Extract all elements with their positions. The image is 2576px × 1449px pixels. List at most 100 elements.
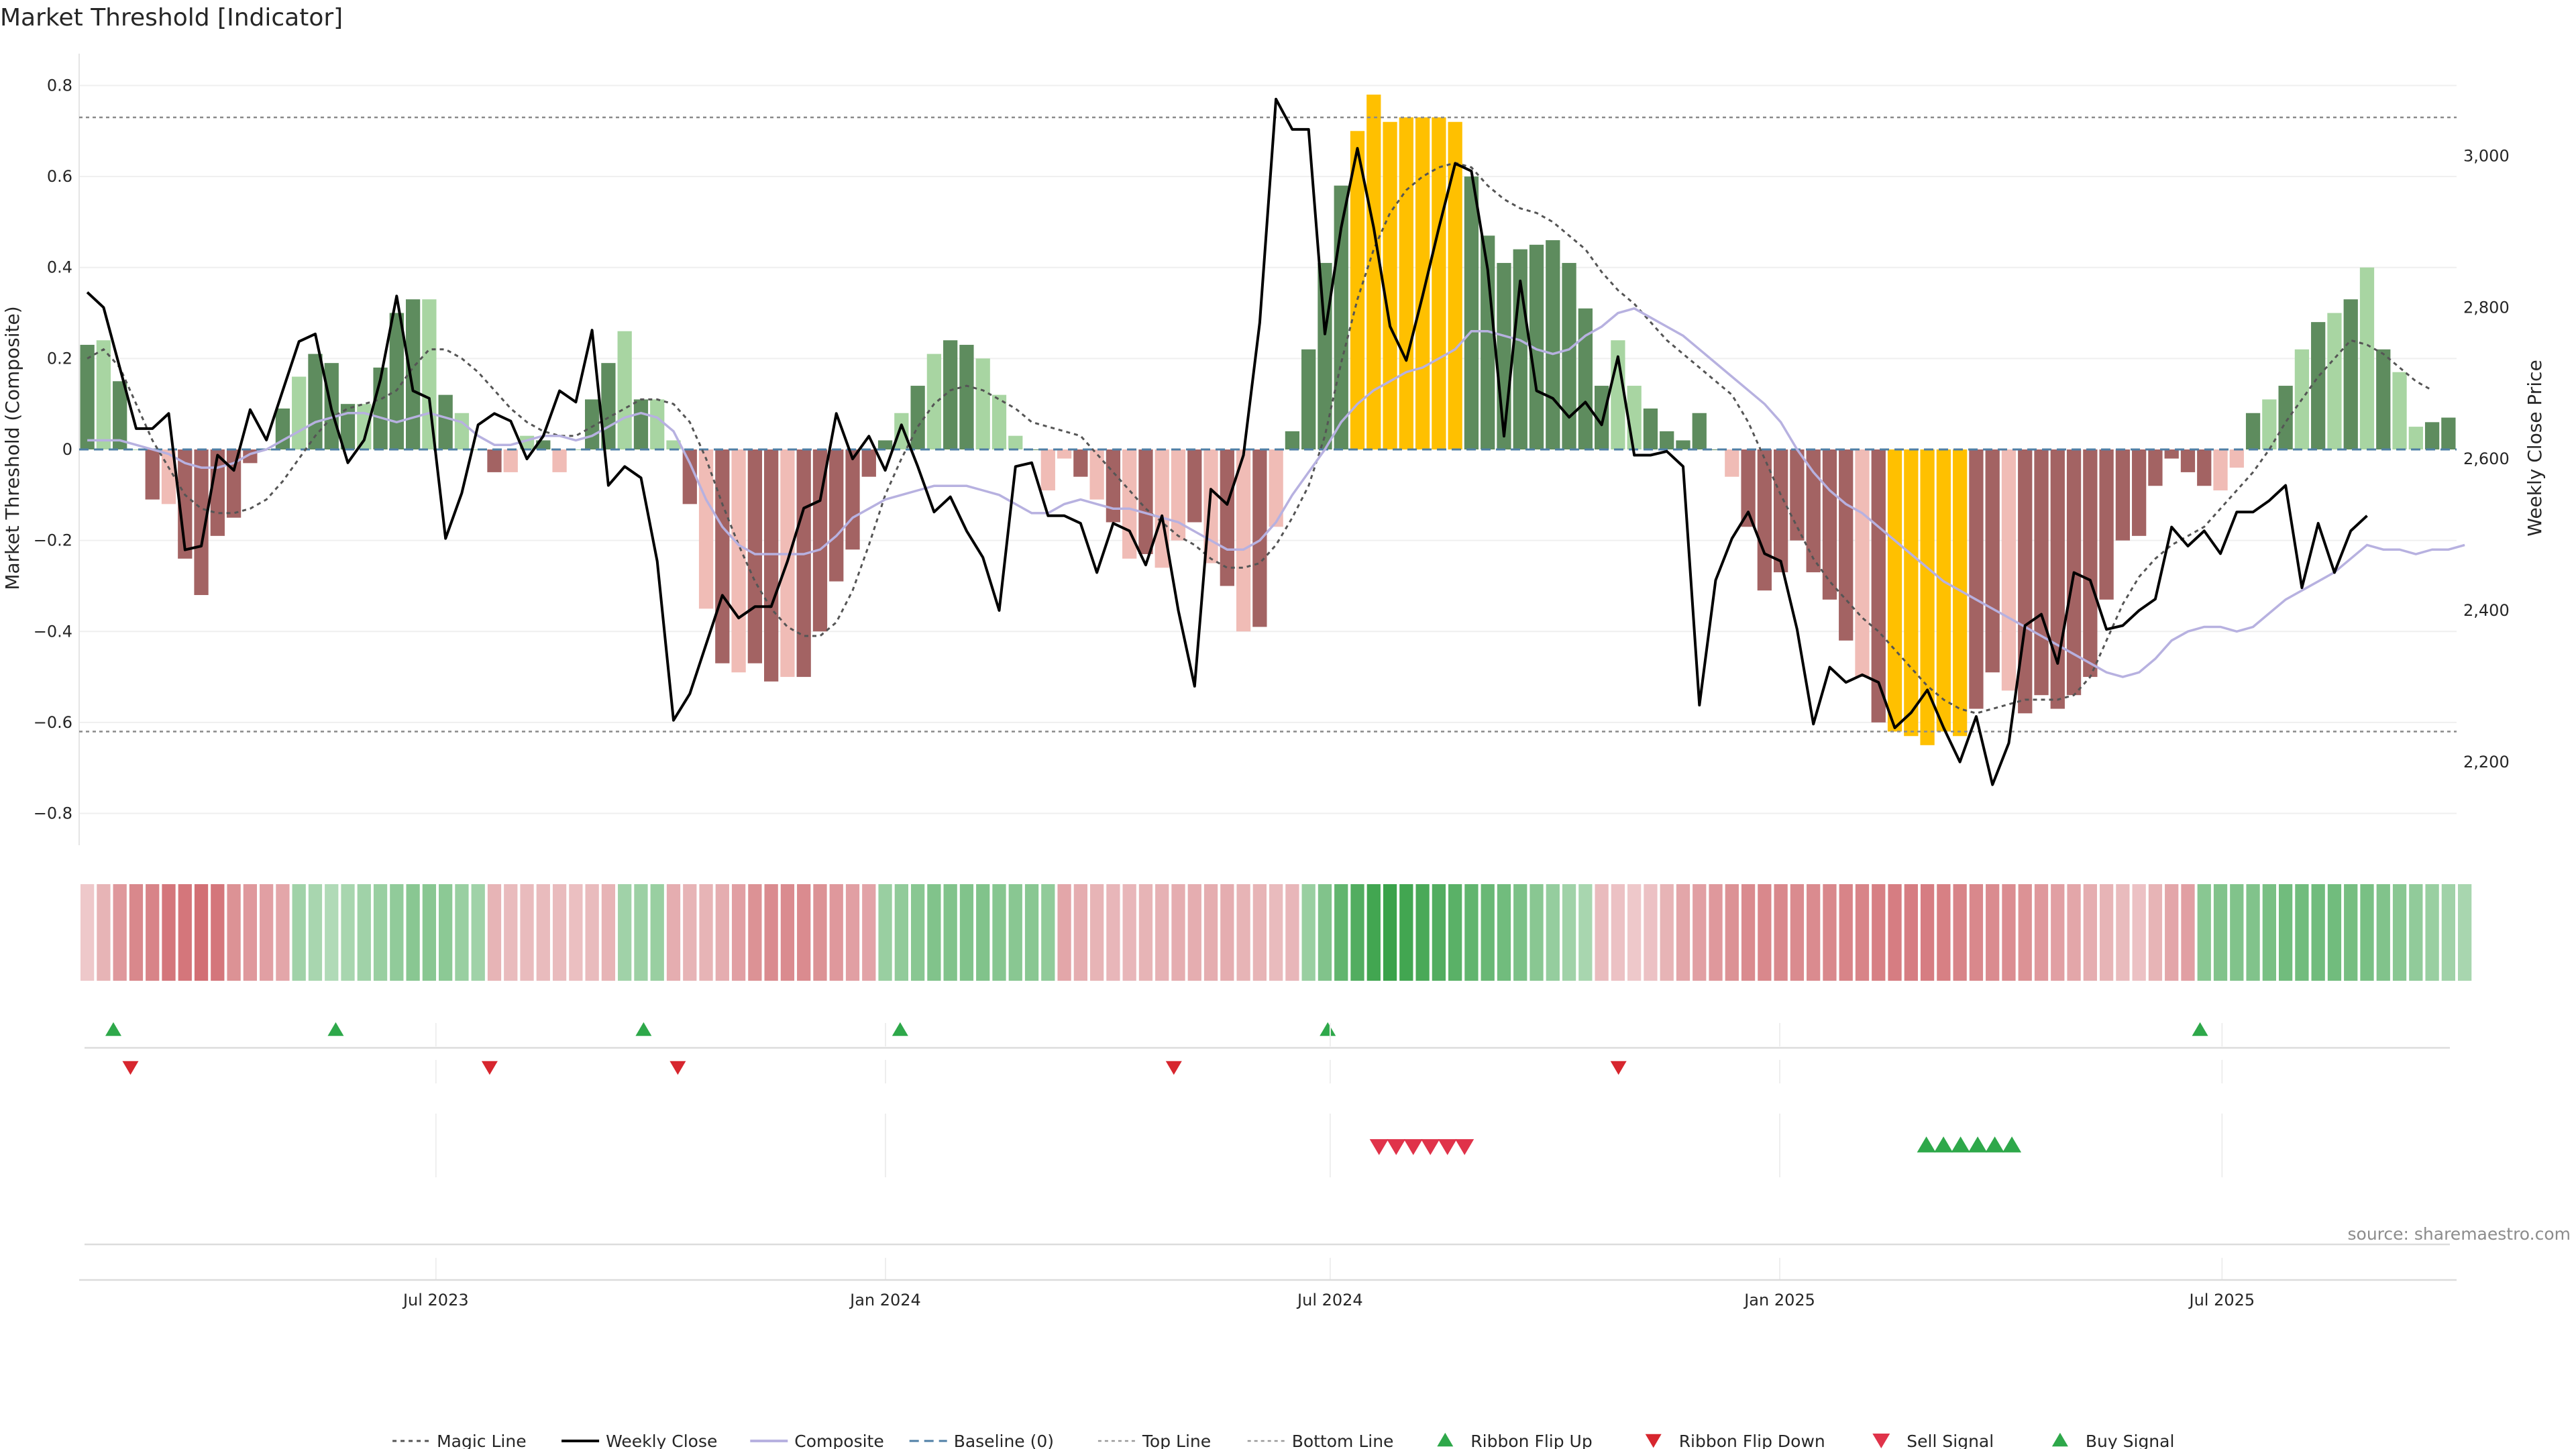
ribbon-cell [2230,884,2244,981]
ribbon-cell [618,884,632,981]
composite-bar [1969,449,1984,709]
ribbon-cell [1693,884,1707,981]
ribbon-cell [1448,884,1462,981]
ribbon-cell [1106,884,1120,981]
composite-line [87,307,2465,678]
legend-swatch [1437,1432,1454,1447]
sell-signal-marker [1387,1139,1406,1155]
legend-swatch [2051,1432,2068,1447]
legend-item: Ribbon Flip Down [1645,1432,1825,1449]
ribbon-cell [178,884,192,981]
ribbon-cell [634,884,648,981]
ribbon-cell [731,884,746,981]
composite-bar [1220,449,1234,586]
ribbon-cell [2083,884,2097,981]
ribbon-flip-up-marker [892,1022,908,1036]
composite-bar [2278,386,2293,449]
ribbon-cell [243,884,258,981]
y-tick-label-left: −0.6 [34,713,72,732]
ribbon-cell [813,884,827,981]
ribbon-cell [1057,884,1071,981]
x-tick-label: Jul 2023 [402,1291,469,1309]
buy-signal-marker [1951,1136,1970,1152]
ribbon-cell [2246,884,2260,981]
ribbon-cell [2311,884,2325,981]
ribbon-cell [1627,884,1642,981]
composite-bar [584,399,600,449]
composite-bar [682,449,697,504]
ribbon-cell [2132,884,2146,981]
ribbon-cell [2327,884,2342,981]
composite-bar [796,449,811,678]
composite-bar [1871,449,1886,722]
composite-bar [1252,449,1267,627]
ribbon-cell [2002,884,2016,981]
ribbon-cell [227,884,241,981]
ribbon-cell [1008,884,1022,981]
ribbon-cell [601,884,616,981]
composite-bar [2229,449,2244,468]
ribbon-cell [569,884,583,981]
composite-bar [1822,449,1837,600]
ribbon-flips [105,1022,2208,1075]
composite-bar [731,449,746,673]
legend-label: Sell Signal [1907,1432,1994,1449]
composite-bar [405,299,421,449]
y-tick-label-right: 2,800 [2463,298,2510,317]
composite-bar [1660,431,1674,449]
ribbon-cell [2278,884,2293,981]
ribbon-cell [943,884,957,981]
composite-bar [1578,308,1593,449]
composite-bar [2050,449,2065,709]
ribbon-cell [2458,884,2472,981]
composite-bar [1138,449,1153,554]
composite-bar [959,345,974,449]
composite-bar [1089,449,1104,500]
ribbon-flip-down-marker [669,1061,686,1075]
ribbon-cell [1089,884,1104,981]
ribbon-cell [422,884,437,981]
composite-bar [1513,249,1527,449]
ribbon-cell [1578,884,1593,981]
ribbon-cell [1969,884,1984,981]
composite-bar [2132,449,2147,536]
composite-bar [715,449,730,663]
y-axis-label-left: Market Threshold (Composite) [1,306,23,590]
composite-bar [1122,449,1137,559]
right-axis: 3,000 2,800 2,600 2,400 2,200 [2463,146,2510,771]
legend-item: Baseline (0) [909,1432,1054,1449]
y-tick-label-left: −0.2 [34,531,72,550]
ribbon-cell [1073,884,1087,981]
ribbon-cell [1203,884,1218,981]
composite-bar [2083,449,2098,678]
ribbon-cell [1236,884,1250,981]
y-tick-label-left: −0.8 [34,804,72,823]
composite-bar [1594,386,1609,449]
composite-bar [2262,399,2277,449]
composite-bar [1904,449,1919,737]
ribbon-cell [373,884,388,981]
ribbon-cell [1318,884,1332,981]
sell-signal-marker [1438,1139,1457,1155]
ribbon-flip-up-marker [327,1022,344,1036]
legend-item: Buy Signal [2051,1432,2174,1449]
ribbon-cell [959,884,974,981]
ribbon-cell [878,884,892,981]
y-tick-label-left: 0.6 [47,167,72,186]
ribbon-cell [1171,884,1185,981]
legend-label: Bottom Line [1292,1432,1394,1449]
ribbon-cell [1611,884,1625,981]
composite-bar [1383,121,1397,450]
ribbon-cell [2262,884,2276,981]
composite-bar [1481,235,1495,449]
composite-bar [1415,117,1430,449]
ribbon-cell [1986,884,2000,981]
ribbon-flip-up-marker [2192,1022,2208,1036]
ribbon-cell [520,884,534,981]
ribbon-cell [1725,884,1739,981]
ribbon-cell [2116,884,2130,981]
ribbon-cell [927,884,941,981]
composite-bar [145,449,160,500]
composite-bar [877,440,893,449]
ribbon-cell [292,884,306,981]
